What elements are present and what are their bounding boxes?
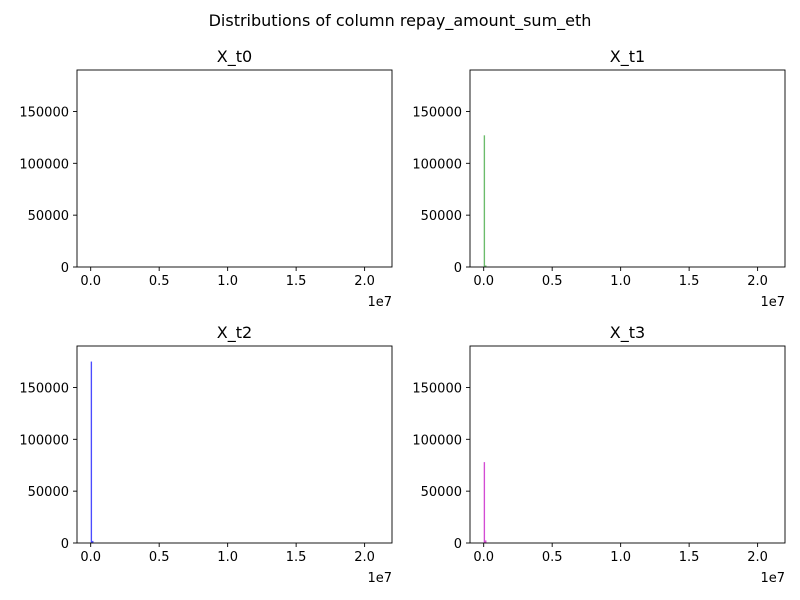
y-tick-label: 0 (61, 261, 69, 276)
x-tick-label: 0.5 (542, 274, 563, 289)
subplot-title: X_t1 (610, 47, 645, 67)
x-offset-label: 1e7 (367, 571, 392, 586)
y-tick-label: 50000 (28, 209, 69, 224)
histogram-bar (92, 540, 94, 543)
axes-frame (76, 345, 393, 544)
y-tick-label: 150000 (412, 381, 462, 396)
y-tick-label: 100000 (412, 157, 462, 172)
x-tick-label: 0.0 (80, 550, 101, 565)
subplot-grid: X_t0 0.0 0.5 1.0 1.5 2.0 1e7 0 50000 100000 150000… (19, 47, 786, 586)
y-tick-label: 50000 (28, 485, 69, 500)
subplot-1: X_t1 0.0 0.5 1.0 1.5 2.0 1e7 0 50000 100000 150000 (412, 47, 786, 310)
subplot-3: X_t3 0.0 0.5 1.0 1.5 2.0 1e7 0 50000 100000 150000 (412, 323, 786, 586)
y-tick-label: 100000 (412, 433, 462, 448)
x-tick-label: 1.0 (610, 274, 631, 289)
figure-suptitle: Distributions of column repay_amount_sum… (209, 11, 592, 31)
x-offset-label: 1e7 (367, 295, 392, 310)
x-tick-label: 1.5 (286, 274, 307, 289)
subplot-title: X_t3 (610, 323, 645, 343)
x-tick-label: 2.0 (747, 274, 768, 289)
subplot-title: X_t2 (217, 323, 252, 343)
x-tick-label: 0.0 (473, 550, 494, 565)
subplot-title: X_t0 (217, 47, 252, 67)
x-tick-label: 0.0 (80, 274, 101, 289)
axes-frame (469, 69, 786, 268)
x-tick-label: 2.0 (747, 550, 768, 565)
subplot-2: X_t2 0.0 0.5 1.0 1.5 2.0 1e7 0 50000 100000 150000 (19, 323, 393, 586)
x-offset-label: 1e7 (760, 295, 785, 310)
x-tick-label: 0.5 (149, 274, 170, 289)
x-tick-label: 2.0 (354, 274, 375, 289)
x-tick-label: 2.0 (354, 550, 375, 565)
histogram-bar (483, 135, 486, 267)
y-tick-label: 100000 (19, 433, 69, 448)
x-tick-label: 0.0 (473, 274, 494, 289)
x-tick-label: 1.5 (286, 550, 307, 565)
histogram-bar (485, 540, 487, 543)
axes-frame (469, 345, 786, 544)
y-tick-label: 150000 (19, 105, 69, 120)
x-offset-label: 1e7 (760, 571, 785, 586)
y-tick-label: 50000 (421, 485, 462, 500)
x-tick-label: 1.0 (217, 274, 238, 289)
y-tick-label: 50000 (421, 209, 462, 224)
histogram-bar (90, 361, 93, 543)
y-tick-label: 0 (454, 261, 462, 276)
y-tick-label: 150000 (412, 105, 462, 120)
axes-frame (76, 69, 393, 268)
histogram-bar (485, 265, 487, 267)
y-tick-label: 0 (61, 537, 69, 552)
y-tick-label: 100000 (19, 157, 69, 172)
y-tick-label: 150000 (19, 381, 69, 396)
histogram-bar (483, 462, 486, 543)
x-tick-label: 1.0 (217, 550, 238, 565)
x-tick-label: 0.5 (149, 550, 170, 565)
x-tick-label: 0.5 (542, 550, 563, 565)
y-tick-label: 0 (454, 537, 462, 552)
x-tick-label: 1.5 (679, 550, 700, 565)
subplot-0: X_t0 0.0 0.5 1.0 1.5 2.0 1e7 0 50000 100000 150000 (19, 47, 393, 310)
x-tick-label: 1.0 (610, 550, 631, 565)
x-tick-label: 1.5 (679, 274, 700, 289)
